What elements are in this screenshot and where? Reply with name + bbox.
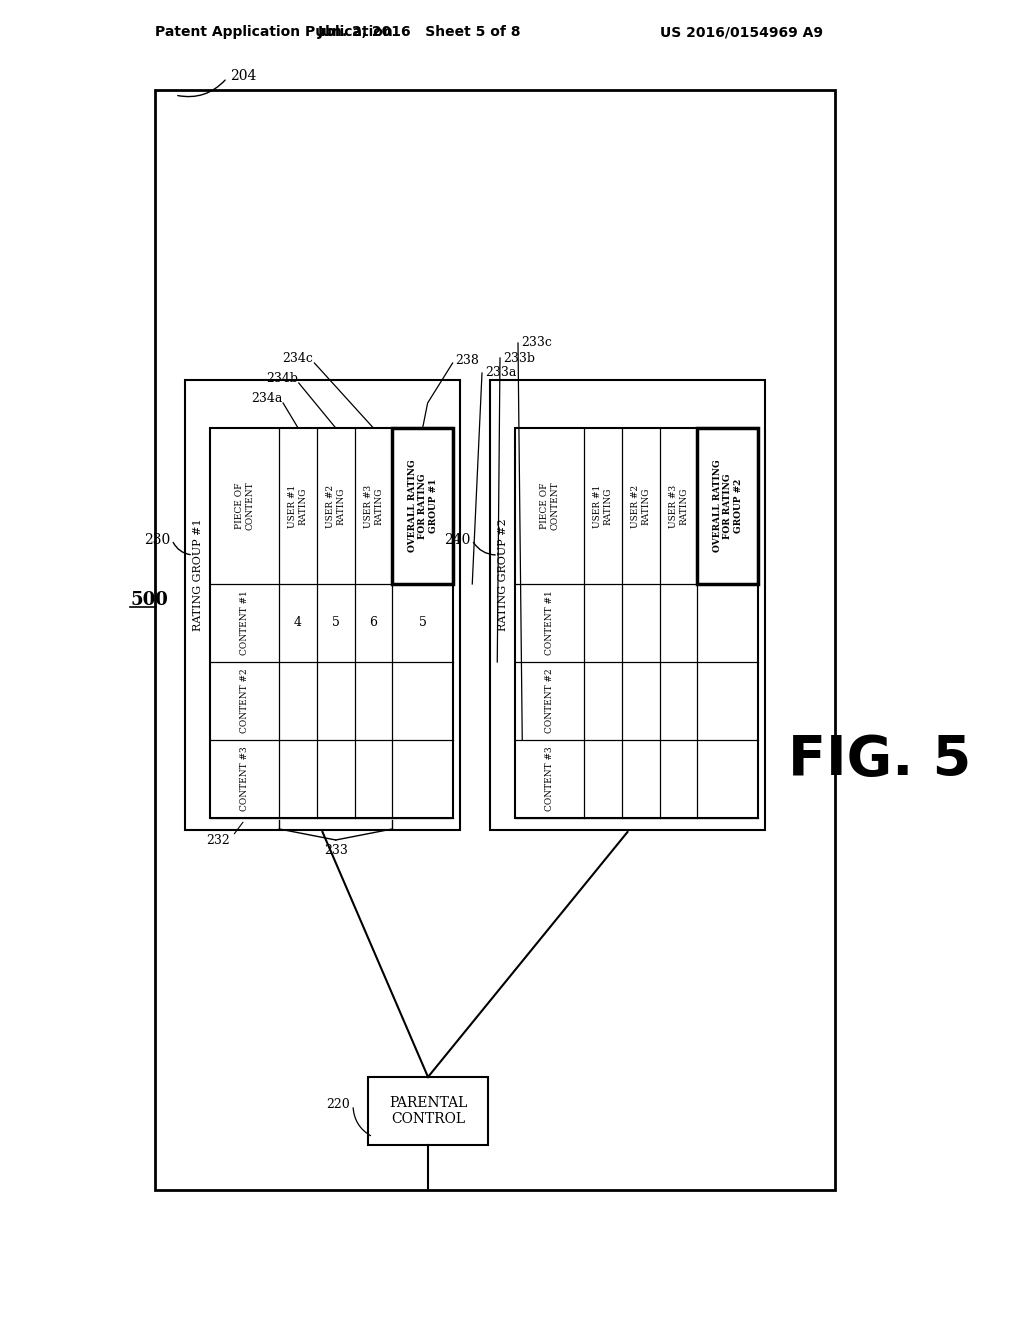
Text: RATING GROUP #1: RATING GROUP #1 xyxy=(193,519,203,631)
Text: CONTENT #1: CONTENT #1 xyxy=(240,590,249,655)
Text: 220: 220 xyxy=(327,1098,350,1111)
Text: 240: 240 xyxy=(443,533,470,546)
Text: USER #3
RATING: USER #3 RATING xyxy=(669,484,688,528)
Text: 232: 232 xyxy=(206,833,229,846)
Text: 233b: 233b xyxy=(503,351,535,364)
Text: PARENTAL
CONTROL: PARENTAL CONTROL xyxy=(389,1096,467,1126)
Text: 4: 4 xyxy=(294,616,302,630)
Text: USER #3
RATING: USER #3 RATING xyxy=(364,484,383,528)
Bar xyxy=(210,428,453,818)
Text: 234b: 234b xyxy=(266,371,298,384)
Text: OVERALL RATING
FOR RATING
GROUP #1: OVERALL RATING FOR RATING GROUP #1 xyxy=(408,459,437,552)
Bar xyxy=(392,428,453,583)
Bar xyxy=(697,428,758,583)
Text: RATING GROUP #2: RATING GROUP #2 xyxy=(498,519,508,631)
Text: 6: 6 xyxy=(370,616,378,630)
Text: 234c: 234c xyxy=(283,351,313,364)
Text: USER #2
RATING: USER #2 RATING xyxy=(631,484,650,528)
Text: CONTENT #3: CONTENT #3 xyxy=(240,747,249,812)
Text: 238: 238 xyxy=(456,354,479,367)
Text: USER #1
RATING: USER #1 RATING xyxy=(289,484,308,528)
Text: CONTENT #1: CONTENT #1 xyxy=(545,590,554,655)
Text: CONTENT #3: CONTENT #3 xyxy=(545,747,554,812)
Text: 230: 230 xyxy=(143,533,170,546)
Text: CONTENT #2: CONTENT #2 xyxy=(545,669,554,734)
Bar xyxy=(155,90,835,1191)
Text: 233: 233 xyxy=(324,845,348,858)
Text: USER #2
RATING: USER #2 RATING xyxy=(326,484,345,528)
Bar xyxy=(185,380,460,830)
Text: PIECE OF
CONTENT: PIECE OF CONTENT xyxy=(540,482,559,531)
Text: FIG. 5: FIG. 5 xyxy=(788,733,972,787)
Text: 5: 5 xyxy=(332,616,340,630)
Text: Jun. 2, 2016   Sheet 5 of 8: Jun. 2, 2016 Sheet 5 of 8 xyxy=(318,25,522,40)
Bar xyxy=(515,428,758,818)
Text: 500: 500 xyxy=(130,591,168,609)
Text: 204: 204 xyxy=(230,69,256,83)
Text: 234a: 234a xyxy=(251,392,282,404)
Bar xyxy=(368,1077,488,1144)
Text: 5: 5 xyxy=(419,616,427,630)
Text: CONTENT #2: CONTENT #2 xyxy=(240,669,249,734)
Bar xyxy=(490,380,765,830)
Text: Patent Application Publication: Patent Application Publication xyxy=(155,25,393,40)
Text: 233c: 233c xyxy=(521,337,552,350)
Text: USER #1
RATING: USER #1 RATING xyxy=(593,484,612,528)
Text: OVERALL RATING
FOR RATING
GROUP #2: OVERALL RATING FOR RATING GROUP #2 xyxy=(713,459,742,552)
Text: 233a: 233a xyxy=(485,367,516,380)
Text: PIECE OF
CONTENT: PIECE OF CONTENT xyxy=(234,482,254,531)
Text: US 2016/0154969 A9: US 2016/0154969 A9 xyxy=(660,25,823,40)
